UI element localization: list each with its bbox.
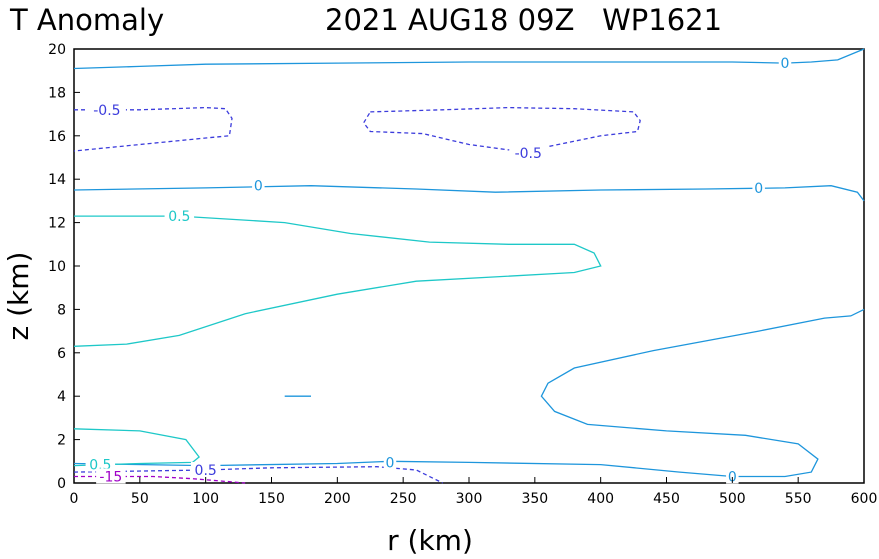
contour-label: 0.5 <box>195 463 217 479</box>
x-tick-label: 0 <box>70 491 79 507</box>
contour-label-bg <box>96 468 126 484</box>
chart-title-left: T Anomaly <box>9 3 164 37</box>
x-tick-label: 450 <box>653 491 680 507</box>
contour-label-bg <box>752 179 765 195</box>
x-tick-label: 400 <box>587 491 614 507</box>
contour-line <box>73 308 865 478</box>
contour-label-bg <box>87 101 126 117</box>
y-tick-label: 16 <box>48 129 66 145</box>
contour-label-bg <box>252 177 265 193</box>
contour-label: 0.5 <box>168 209 190 225</box>
contour-lines <box>73 48 865 484</box>
contour-label: 0 <box>254 179 263 195</box>
x-tick-label: 600 <box>851 491 878 507</box>
contour-line <box>73 48 865 70</box>
contour-label-bg <box>85 456 116 472</box>
x-tick-label: 300 <box>456 491 483 507</box>
x-tick-label: 150 <box>258 491 285 507</box>
y-axis-label: z (km) <box>2 252 35 341</box>
contour-line <box>73 185 865 202</box>
x-tick-label: 500 <box>719 491 746 507</box>
x-tick-label: 200 <box>324 491 351 507</box>
contour-label-bg <box>726 468 739 484</box>
plot-frame <box>73 48 865 484</box>
contour-label: 0 <box>781 56 790 72</box>
y-tick-label: 2 <box>57 433 66 449</box>
contour-label: -15 <box>99 469 122 485</box>
contour-label-bg <box>190 461 221 477</box>
y-tick-label: 0 <box>57 476 66 492</box>
y-tick-label: 8 <box>57 302 66 318</box>
contour-line <box>73 106 233 152</box>
y-tick-label: 14 <box>48 172 66 188</box>
y-tick-label: 10 <box>48 259 66 275</box>
y-tick-label: 20 <box>48 42 66 58</box>
contour-label: -0.5 <box>515 146 542 162</box>
contour-line <box>73 428 200 467</box>
y-tick-label: 12 <box>48 216 66 232</box>
contour-label-bg <box>509 145 548 161</box>
contour-label: 0 <box>754 181 763 197</box>
contour-label: 0 <box>386 455 395 471</box>
contour-line <box>73 215 602 347</box>
y-axis-ticks: 0 2 4 6 8 10 12 14 16 18 20 <box>48 42 80 492</box>
x-tick-label: 550 <box>785 491 812 507</box>
contour-line <box>362 106 641 151</box>
x-axis-label: r (km) <box>387 524 473 557</box>
contour-label-bg <box>383 454 397 470</box>
y-tick-label: 4 <box>57 389 66 405</box>
contour-label-bg <box>164 208 195 224</box>
contour-label: -0.5 <box>93 103 120 119</box>
contour-line <box>74 475 246 484</box>
x-tick-label: 50 <box>131 491 149 507</box>
x-axis-ticks: 0 50 100 150 200 250 300 350 400 450 500 550 600 <box>70 477 878 507</box>
contour-label-bg <box>778 55 792 71</box>
chart-title-right: 2021 AUG18 09Z WP1621 <box>325 3 722 37</box>
x-tick-label: 100 <box>192 491 219 507</box>
x-tick-label: 350 <box>521 491 548 507</box>
y-tick-label: 6 <box>57 346 66 362</box>
x-tick-label: 250 <box>390 491 417 507</box>
y-tick-label: 18 <box>48 85 66 101</box>
